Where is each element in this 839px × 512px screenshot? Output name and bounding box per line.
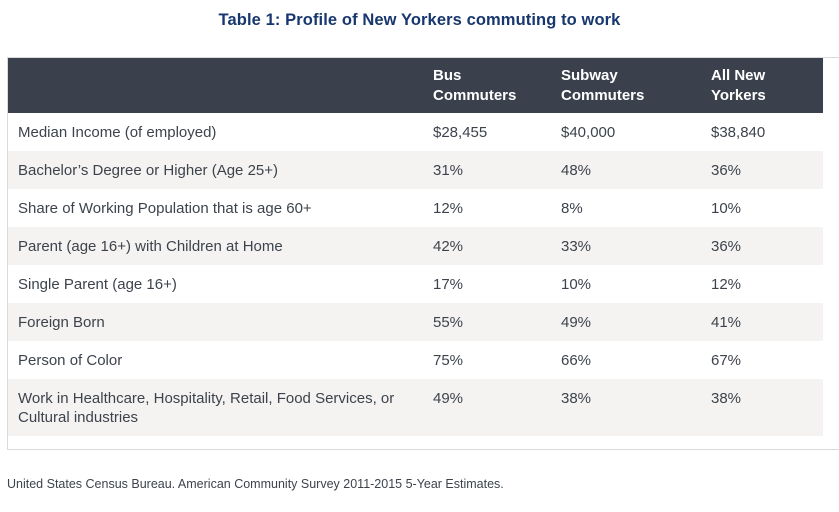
bus-value: 55% [423, 303, 551, 341]
all-new-yorkers-value: 38% [701, 379, 823, 436]
commuter-profile-table: Bus Commuters Subway Commuters All New Y… [8, 58, 823, 436]
subway-value: 48% [551, 151, 701, 189]
table-row: Single Parent (age 16+) 17% 10% 12% [8, 265, 823, 303]
table-row: Median Income (of employed) $28,455 $40,… [8, 113, 823, 151]
page-title: Table 1: Profile of New Yorkers commutin… [218, 11, 621, 29]
table-row: Parent (age 16+) with Children at Home 4… [8, 227, 823, 265]
row-label: Foreign Born [8, 303, 423, 341]
header-line: Subway [561, 67, 618, 84]
all-new-yorkers-value: 10% [711, 200, 742, 217]
row-label: Work in Healthcare, Hospitality, Retail,… [8, 379, 423, 436]
table-row: Foreign Born 55% 49% 41% [8, 303, 823, 341]
bus-value: 49% [423, 379, 551, 436]
header-bus-commuters: Bus Commuters [423, 58, 551, 113]
header-all-new-yorkers: All New Yorkers [701, 58, 823, 113]
table-row: Share of Working Population that is age … [8, 189, 823, 227]
row-label: Bachelor’s Degree or Higher (Age 25+) [8, 151, 423, 189]
bus-value: 31% [423, 151, 551, 189]
row-label: Share of Working Population that is age … [18, 200, 312, 217]
table-row: Person of Color 75% 66% 67% [8, 341, 823, 379]
source-note: United States Census Bureau. American Co… [7, 477, 504, 491]
all-new-yorkers-value: 67% [711, 352, 742, 369]
all-new-yorkers-value: 41% [701, 303, 823, 341]
bus-value: $28,455 [433, 124, 488, 141]
subway-value: 8% [561, 200, 583, 217]
row-label: Single Parent (age 16+) [18, 276, 177, 293]
header-line: Bus [433, 67, 462, 84]
all-new-yorkers-value: 36% [701, 227, 823, 265]
subway-value: 49% [551, 303, 701, 341]
table-header-row: Bus Commuters Subway Commuters All New Y… [8, 58, 823, 113]
subway-value: 10% [561, 276, 592, 293]
header-line: Yorkers [711, 86, 766, 104]
bus-value: 75% [433, 352, 464, 369]
all-new-yorkers-value: 12% [711, 276, 742, 293]
row-label: Parent (age 16+) with Children at Home [8, 227, 423, 265]
bus-value: 42% [423, 227, 551, 265]
subway-value: 66% [561, 352, 592, 369]
table-row: Bachelor’s Degree or Higher (Age 25+) 31… [8, 151, 823, 189]
commuter-profile-table-container: Bus Commuters Subway Commuters All New Y… [7, 57, 839, 450]
subway-value: 38% [551, 379, 701, 436]
all-new-yorkers-value: $38,840 [711, 124, 766, 141]
bus-value: 17% [433, 276, 464, 293]
row-label: Median Income (of employed) [18, 124, 217, 141]
subway-value: 33% [551, 227, 701, 265]
row-label: Person of Color [18, 352, 123, 369]
subway-value: $40,000 [561, 124, 616, 141]
header-line: Commuters [433, 86, 517, 104]
header-line: Commuters [561, 86, 645, 104]
all-new-yorkers-value: 36% [701, 151, 823, 189]
table-row: Work in Healthcare, Hospitality, Retail,… [8, 379, 823, 436]
header-subway-commuters: Subway Commuters [551, 58, 701, 113]
header-line: All New [711, 67, 766, 84]
bus-value: 12% [433, 200, 464, 217]
header-spacer-cell [8, 58, 423, 113]
